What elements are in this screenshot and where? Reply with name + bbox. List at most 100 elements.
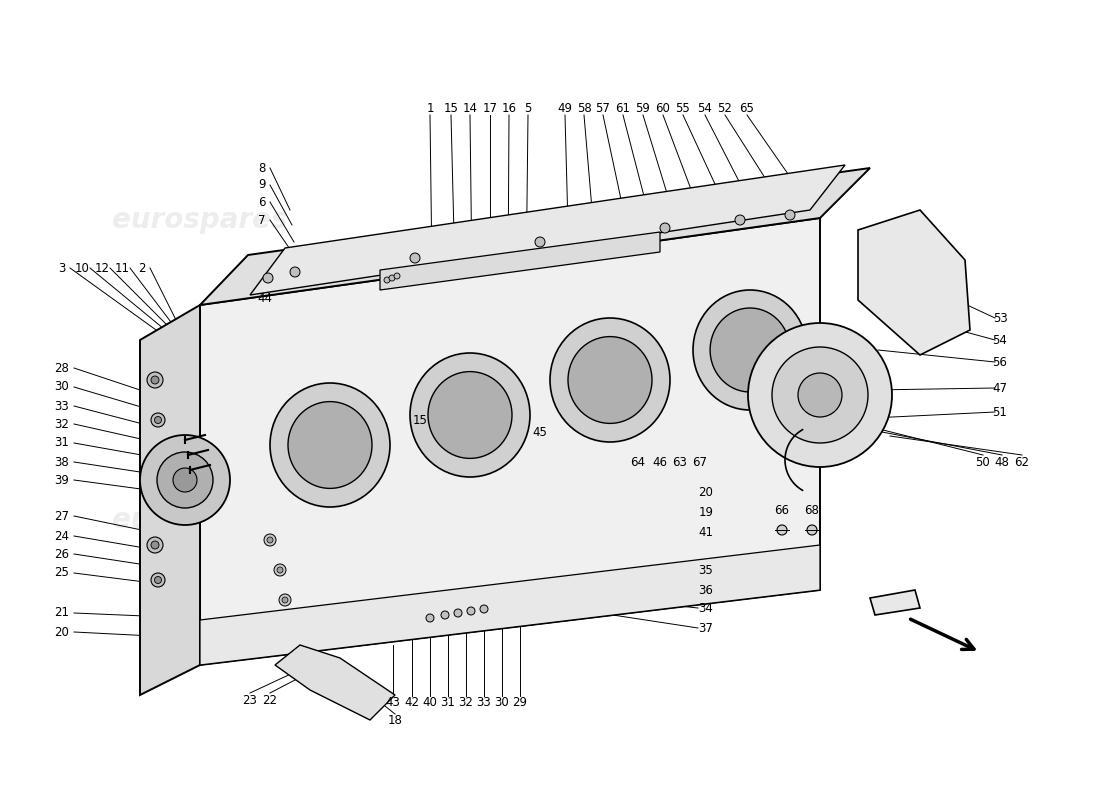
Circle shape <box>147 372 163 388</box>
Text: 66: 66 <box>774 503 790 517</box>
Polygon shape <box>250 165 845 295</box>
Text: 33: 33 <box>55 399 69 413</box>
Text: 19: 19 <box>698 506 714 518</box>
Polygon shape <box>379 232 660 290</box>
Circle shape <box>798 373 842 417</box>
Ellipse shape <box>428 371 512 458</box>
Text: 32: 32 <box>459 695 473 709</box>
Text: 50: 50 <box>976 455 990 469</box>
Polygon shape <box>140 305 200 695</box>
Circle shape <box>151 413 165 427</box>
Text: 34: 34 <box>698 602 714 614</box>
Text: 47: 47 <box>992 382 1008 394</box>
Text: 18: 18 <box>387 714 403 726</box>
Text: 7: 7 <box>258 214 266 226</box>
Text: 12: 12 <box>95 262 110 274</box>
Circle shape <box>807 525 817 535</box>
Text: 39: 39 <box>55 474 69 486</box>
Polygon shape <box>200 545 820 665</box>
Text: 33: 33 <box>476 695 492 709</box>
Text: 68: 68 <box>804 503 820 517</box>
Text: 55: 55 <box>675 102 691 114</box>
Text: 62: 62 <box>1014 455 1030 469</box>
Text: 4: 4 <box>349 443 355 457</box>
Text: 23: 23 <box>243 694 257 706</box>
Circle shape <box>441 611 449 619</box>
Text: 25: 25 <box>55 566 69 579</box>
Text: 10: 10 <box>75 262 89 274</box>
Circle shape <box>151 573 165 587</box>
Text: 58: 58 <box>576 102 592 114</box>
Text: eurospares: eurospares <box>632 341 807 369</box>
Text: 59: 59 <box>636 102 650 114</box>
Circle shape <box>735 215 745 225</box>
Text: eurospares: eurospares <box>112 506 288 534</box>
Text: 17: 17 <box>483 102 497 114</box>
Text: 51: 51 <box>992 406 1008 418</box>
Circle shape <box>660 223 670 233</box>
Polygon shape <box>200 218 820 665</box>
Text: 54: 54 <box>992 334 1008 346</box>
Text: 36: 36 <box>698 583 714 597</box>
Text: 67: 67 <box>693 455 707 469</box>
Ellipse shape <box>410 353 530 477</box>
Text: 43: 43 <box>386 695 400 709</box>
Text: 48: 48 <box>994 455 1010 469</box>
Text: 42: 42 <box>405 695 419 709</box>
Text: 15: 15 <box>443 102 459 114</box>
Polygon shape <box>870 590 920 615</box>
Text: 64: 64 <box>630 455 646 469</box>
Circle shape <box>290 267 300 277</box>
Text: 35: 35 <box>698 563 714 577</box>
Circle shape <box>394 273 400 279</box>
Circle shape <box>468 607 475 615</box>
Circle shape <box>267 537 273 543</box>
Circle shape <box>157 452 213 508</box>
Text: 53: 53 <box>992 311 1008 325</box>
Text: 61: 61 <box>616 102 630 114</box>
Circle shape <box>454 609 462 617</box>
Text: 63: 63 <box>672 455 688 469</box>
Circle shape <box>279 594 292 606</box>
Text: 45: 45 <box>532 426 548 438</box>
Text: 31: 31 <box>441 695 455 709</box>
Text: 13: 13 <box>491 386 505 398</box>
Text: 2: 2 <box>139 262 145 274</box>
Ellipse shape <box>568 337 652 423</box>
Text: 54: 54 <box>697 102 713 114</box>
Circle shape <box>154 417 162 423</box>
Text: 49: 49 <box>558 102 572 114</box>
Polygon shape <box>275 645 395 720</box>
Ellipse shape <box>711 308 790 392</box>
Ellipse shape <box>270 383 390 507</box>
Circle shape <box>140 435 230 525</box>
Ellipse shape <box>288 402 372 488</box>
Circle shape <box>748 323 892 467</box>
Circle shape <box>389 275 395 281</box>
Text: 38: 38 <box>55 455 69 469</box>
Text: 6: 6 <box>258 195 266 209</box>
Text: eurospares: eurospares <box>112 206 288 234</box>
Circle shape <box>777 525 786 535</box>
Circle shape <box>535 237 544 247</box>
Circle shape <box>154 577 162 583</box>
Text: 21: 21 <box>55 606 69 619</box>
Polygon shape <box>200 168 870 305</box>
Circle shape <box>384 277 390 283</box>
Text: 5: 5 <box>525 102 531 114</box>
Circle shape <box>173 468 197 492</box>
Text: 30: 30 <box>55 381 69 394</box>
Text: 32: 32 <box>55 418 69 430</box>
Circle shape <box>263 273 273 283</box>
Text: 29: 29 <box>513 695 528 709</box>
Text: 52: 52 <box>717 102 733 114</box>
Text: 22: 22 <box>263 694 277 706</box>
Circle shape <box>277 567 283 573</box>
Text: 8: 8 <box>258 162 266 174</box>
Circle shape <box>426 614 434 622</box>
Text: 26: 26 <box>55 547 69 561</box>
Text: 60: 60 <box>656 102 670 114</box>
Circle shape <box>151 376 160 384</box>
Text: 37: 37 <box>698 622 714 634</box>
Circle shape <box>274 564 286 576</box>
